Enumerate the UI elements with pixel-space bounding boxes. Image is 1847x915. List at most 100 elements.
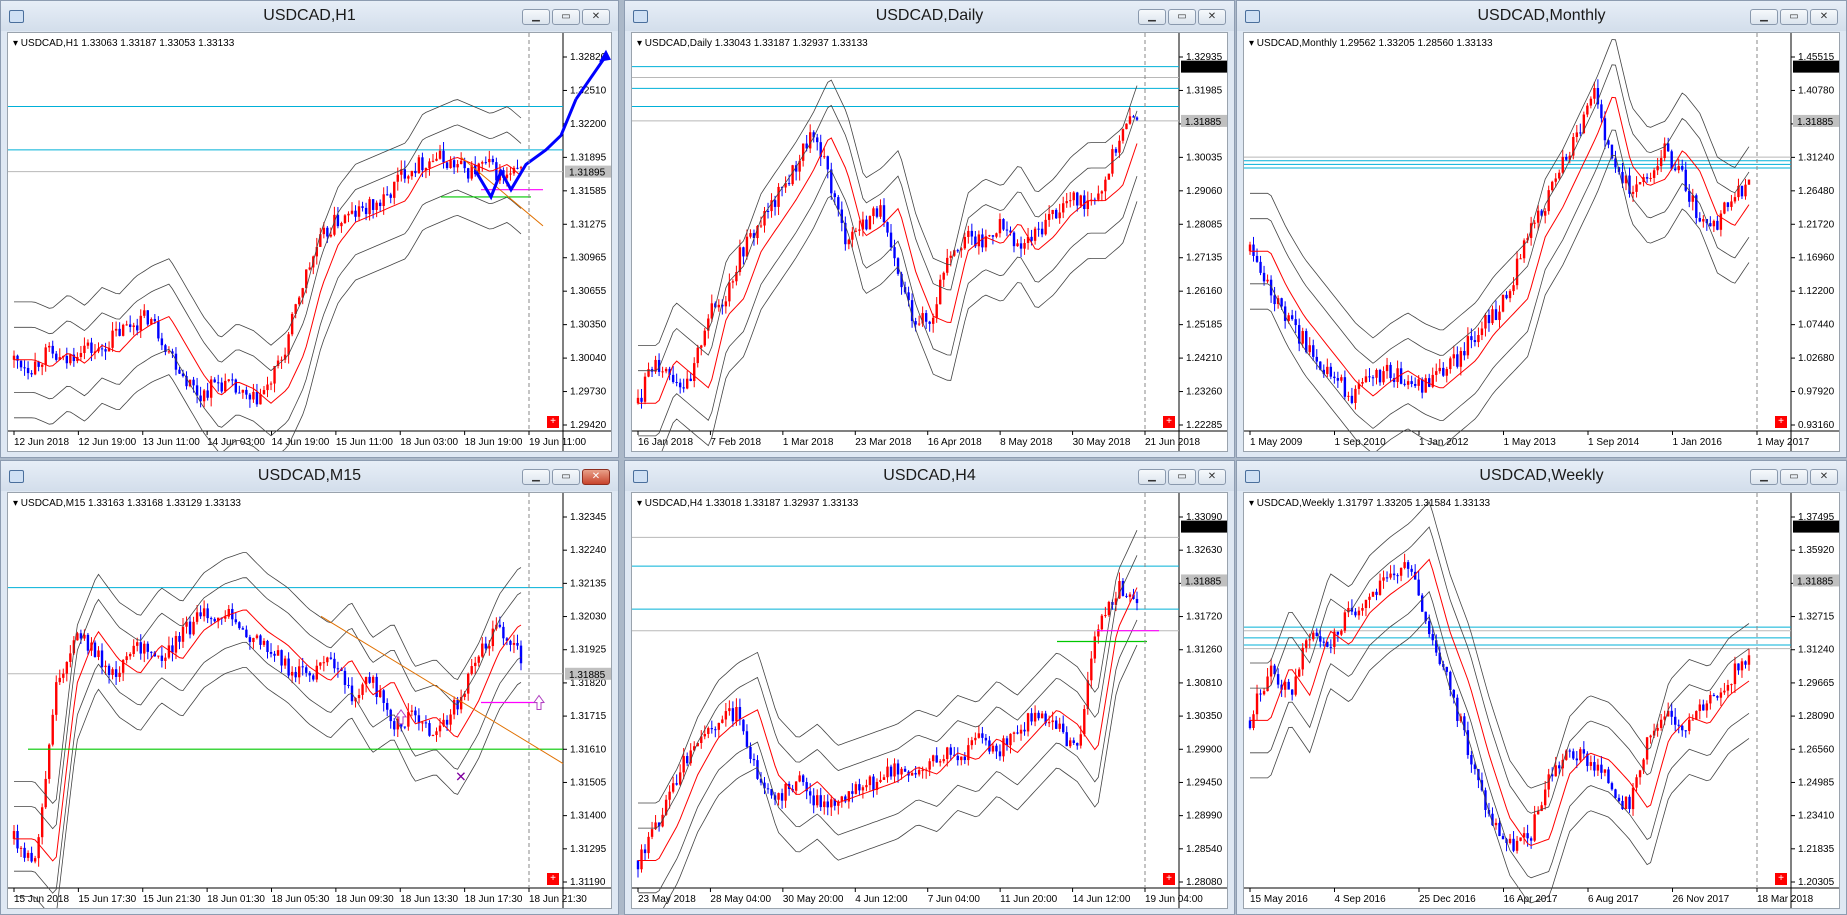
- candle: [1744, 660, 1747, 669]
- candle: [1128, 107, 1132, 125]
- candle: [104, 660, 107, 675]
- date-tick: 8 May 2018: [1000, 437, 1053, 448]
- candle: [1104, 606, 1107, 618]
- candle: [995, 232, 998, 239]
- candle: [830, 795, 833, 816]
- candle: [1357, 379, 1361, 395]
- close-button[interactable]: ✕: [1198, 469, 1226, 485]
- chart-area[interactable]: 1.32345 1.32240 1.32135 1.32030 1.31925 1.318…: [7, 492, 612, 909]
- restore-button[interactable]: ▭: [1780, 9, 1808, 25]
- chart-window-1[interactable]: USDCAD,Daily▁▭✕1.329351.319851.310101.30…: [624, 0, 1235, 458]
- close-button[interactable]: ✕: [1198, 9, 1226, 25]
- window-titlebar[interactable]: USDCAD,Weekly ▁ ▭ ✕: [1237, 461, 1846, 491]
- minimize-button[interactable]: ▁: [1138, 9, 1166, 25]
- candle: [220, 377, 223, 394]
- chart-window-0[interactable]: USDCAD,H1 ▁ ▭ ✕ 1.32820 1.32510 1.32200 1.31895…: [0, 0, 619, 458]
- svg-text:1.33133: 1.33133: [1797, 63, 1834, 74]
- price-tick: 1.28990: [1186, 811, 1223, 822]
- candle: [417, 154, 421, 174]
- minimize-button[interactable]: ▁: [1750, 469, 1778, 485]
- candle: [840, 201, 844, 232]
- restore-button[interactable]: ▭: [1168, 469, 1196, 485]
- candle: [689, 372, 692, 382]
- last-price-marker: 1.31885: [1181, 114, 1227, 128]
- candle: [1090, 651, 1093, 689]
- candle: [1420, 593, 1424, 612]
- candle: [749, 229, 752, 239]
- candle: [1333, 628, 1336, 655]
- chart-window-3[interactable]: USDCAD,M15 ▁ ▭ ✕ 1.32345 1.32240 1.32135 1.3203…: [0, 460, 619, 915]
- window-titlebar[interactable]: USDCAD,H1 ▁ ▭ ✕: [1, 1, 618, 31]
- date-tick: 12 Jun 19:00: [78, 437, 136, 448]
- candle: [470, 161, 473, 181]
- ohlc-label: ▾ USDCAD,Weekly 1.31797 1.33205 1.31584 …: [1249, 498, 1491, 509]
- sell-close-icon[interactable]: +: [547, 873, 559, 885]
- sell-close-icon[interactable]: +: [1163, 873, 1175, 885]
- candle: [1308, 633, 1311, 649]
- chart-area[interactable]: 1.330901.326301.321701.317201.312601.308…: [631, 492, 1228, 909]
- candle: [350, 202, 354, 215]
- close-button[interactable]: ✕: [582, 9, 610, 25]
- window-icon: [633, 470, 648, 483]
- candle: [160, 646, 164, 668]
- chart-window-5[interactable]: USDCAD,Weekly▁▭✕1.374951.359201.343451.3…: [1236, 460, 1847, 915]
- price-tick: 1.31925: [570, 645, 607, 656]
- candle: [1624, 174, 1628, 191]
- candle: [685, 370, 689, 390]
- candle: [428, 720, 431, 737]
- date-tick: 6 Aug 2017: [1588, 894, 1639, 905]
- candle: [798, 154, 801, 181]
- minimize-button[interactable]: ▁: [522, 9, 550, 25]
- candle: [1709, 691, 1712, 710]
- window-titlebar[interactable]: USDCAD,Monthly ▁ ▭ ✕: [1237, 1, 1846, 31]
- candle: [188, 616, 192, 639]
- candle: [819, 787, 822, 812]
- chart-area[interactable]: 1.455151.407801.360001.312401.264801.217…: [1243, 32, 1840, 452]
- candle: [974, 732, 977, 745]
- candle: [202, 600, 206, 622]
- candle: [1083, 704, 1086, 737]
- candle: [1610, 144, 1614, 160]
- chart-area[interactable]: 1.329351.319851.310101.300351.290601.280…: [631, 32, 1228, 452]
- minimize-button[interactable]: ▁: [1750, 9, 1778, 25]
- restore-button[interactable]: ▭: [552, 469, 580, 485]
- window-titlebar[interactable]: USDCAD,H4 ▁ ▭ ✕: [625, 461, 1234, 491]
- date-tick: 18 Jun 19:00: [465, 437, 523, 448]
- candle: [1417, 570, 1420, 596]
- candle: [893, 758, 896, 783]
- close-button[interactable]: ✕: [1810, 9, 1838, 25]
- candle: [1371, 591, 1375, 597]
- candle: [1389, 362, 1392, 383]
- sell-close-icon[interactable]: +: [547, 416, 559, 428]
- candle: [1368, 593, 1371, 609]
- date-tick: 18 Jun 21:30: [529, 894, 587, 905]
- candle: [1290, 689, 1294, 701]
- candle: [1072, 191, 1075, 206]
- sell-close-icon[interactable]: +: [1775, 873, 1787, 885]
- close-button[interactable]: ✕: [582, 469, 610, 485]
- candle: [1248, 716, 1252, 730]
- chart-area[interactable]: 1.32820 1.32510 1.32200 1.31895 1.31585 1.312…: [7, 32, 612, 452]
- window-titlebar[interactable]: USDCAD,Daily ▁ ▭ ✕: [625, 1, 1234, 31]
- candle: [1065, 193, 1068, 208]
- close-button[interactable]: ✕: [1810, 469, 1838, 485]
- sell-close-icon[interactable]: +: [1775, 416, 1787, 428]
- candle: [474, 656, 477, 675]
- restore-button[interactable]: ▭: [1168, 9, 1196, 25]
- minimize-button[interactable]: ▁: [1138, 469, 1166, 485]
- minimize-button[interactable]: ▁: [522, 469, 550, 485]
- restore-button[interactable]: ▭: [1780, 469, 1808, 485]
- candle: [484, 156, 487, 165]
- candle: [1670, 149, 1673, 171]
- chart-window-4[interactable]: USDCAD,H4▁▭✕1.330901.326301.321701.31720…: [624, 460, 1235, 915]
- candle: [491, 155, 495, 165]
- candle: [136, 318, 139, 336]
- restore-button[interactable]: ▭: [552, 9, 580, 25]
- window-titlebar[interactable]: USDCAD,M15 ▁ ▭ ✕: [1, 461, 618, 491]
- candle: [217, 617, 220, 629]
- chart-window-2[interactable]: USDCAD,Monthly▁▭✕1.455151.407801.360001.…: [1236, 0, 1847, 458]
- chart-area[interactable]: 1.374951.359201.343451.327151.312401.296…: [1243, 492, 1840, 909]
- candle: [97, 646, 100, 661]
- sell-close-icon[interactable]: +: [1163, 416, 1175, 428]
- candle: [1364, 369, 1368, 384]
